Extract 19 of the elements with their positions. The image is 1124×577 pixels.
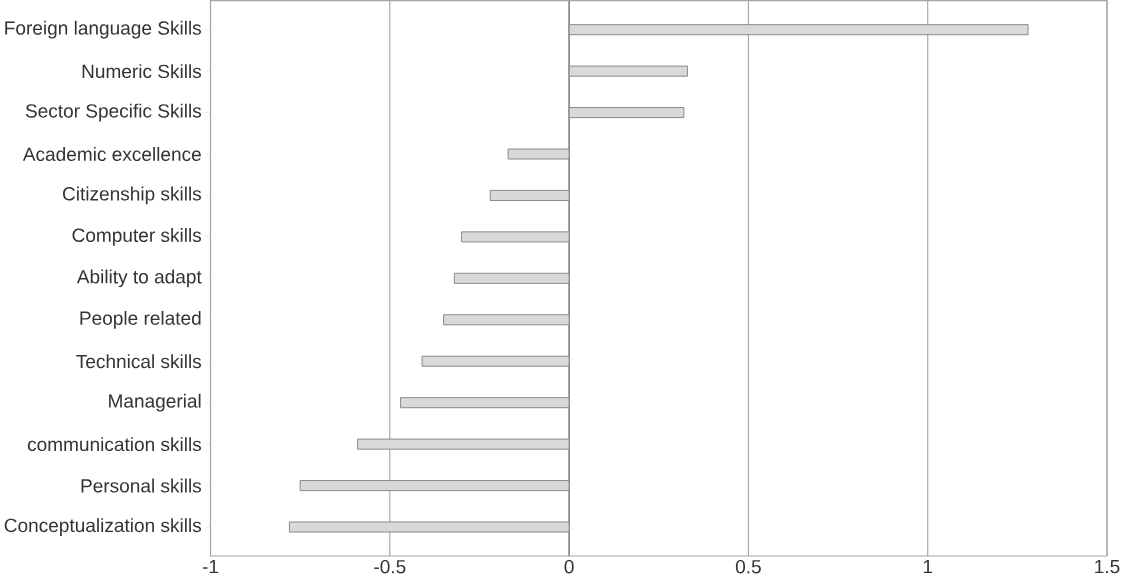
y-tick-label: communication skills bbox=[27, 437, 202, 452]
y-tick-label: Foreign language Skills bbox=[5, 20, 202, 39]
y-tick-label: Citizenship skills bbox=[62, 186, 202, 205]
y-tick-label: Academic excellence bbox=[22, 146, 201, 161]
x-tick-label: -0.5 bbox=[374, 559, 406, 574]
x-tick-label: -1 bbox=[202, 559, 219, 573]
y-tick-label: Computer skills bbox=[72, 227, 202, 246]
y-tick-label: Conceptualization skills bbox=[4, 518, 202, 536]
y-tick-label: Ability to adapt bbox=[76, 269, 202, 288]
y-tick-label: Managerial bbox=[109, 393, 201, 412]
y-tick-label: Personal skills bbox=[81, 478, 202, 493]
x-tick-label: 1 bbox=[923, 559, 933, 573]
x-tick-label: 0.5 bbox=[735, 559, 761, 574]
y-tick-label: Technical skills bbox=[76, 354, 202, 369]
y-tick-label: Sector Specific Skills bbox=[25, 103, 202, 122]
x-tick-label: 1.5 bbox=[1095, 559, 1120, 574]
y-tick-label: Numeric Skills bbox=[82, 64, 202, 79]
y-tick-label: People related bbox=[80, 310, 201, 329]
x-tick-label: 0 bbox=[564, 559, 574, 574]
